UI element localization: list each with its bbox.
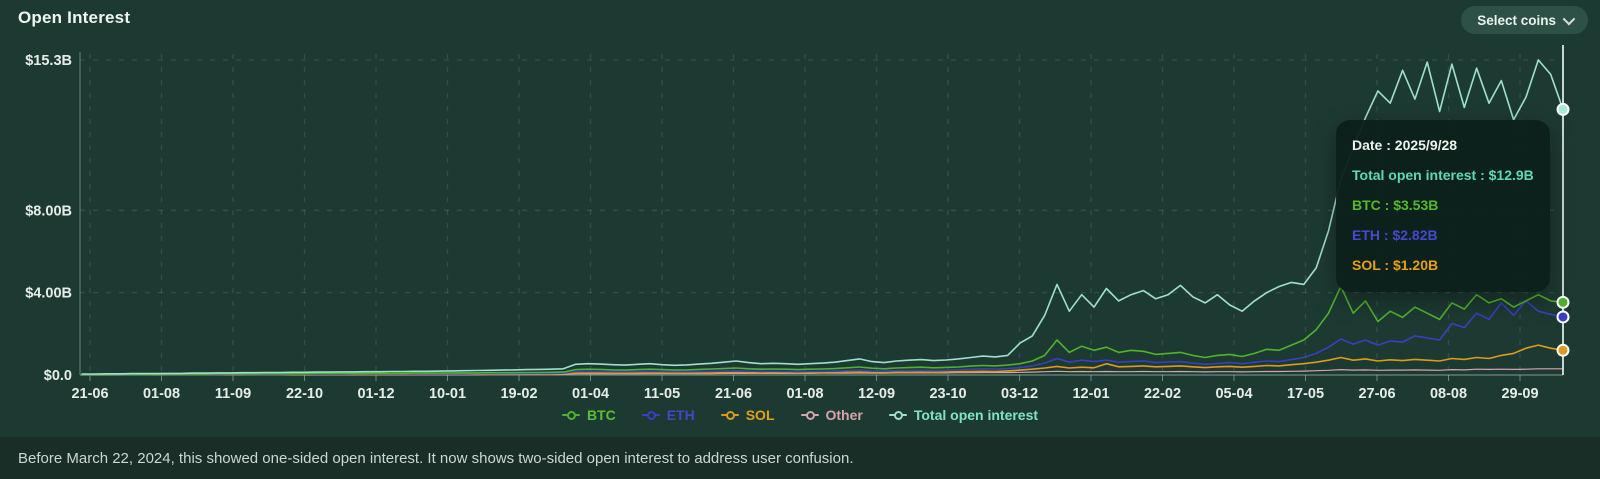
x-axis-label: 01-08: [143, 386, 180, 402]
footer-note: Before March 22, 2024, this showed one-s…: [18, 449, 854, 467]
tooltip-row-total-open-interest: Total open interest : $12.9B: [1352, 167, 1534, 183]
x-axis-label: 22-10: [286, 386, 323, 402]
end-dot-sol: [1556, 343, 1570, 357]
x-axis-label: 12-01: [1072, 386, 1109, 402]
x-axis-label: 21-06: [71, 386, 108, 402]
legend-marker-icon: [641, 410, 660, 420]
x-axis-label: 19-02: [500, 386, 537, 402]
legend-item-btc[interactable]: BTC: [561, 407, 616, 423]
y-axis-label: $0.0: [44, 368, 72, 384]
x-axis-label: 01-04: [572, 386, 609, 402]
chart-legend: BTC ETH SOL Other Total open interest: [0, 407, 1600, 423]
chevron-down-icon: [1562, 12, 1576, 25]
y-axis-label: $8.00B: [25, 203, 72, 219]
chart-tooltip: Date : 2025/9/28 Total open interest : $1…: [1336, 120, 1550, 292]
legend-label: BTC: [586, 407, 616, 423]
series-line-total-open-interest: [81, 59, 1564, 375]
header: Open Interest Select coins: [0, 0, 1600, 40]
x-axis-label: 01-12: [357, 386, 394, 402]
y-axis-label: $4.00B: [25, 286, 72, 302]
x-axis-label: 05-04: [1215, 386, 1252, 402]
x-axis-label: 11-09: [215, 386, 251, 402]
x-axis-label: 27-06: [1358, 386, 1395, 402]
select-coins-button[interactable]: Select coins: [1461, 6, 1588, 34]
y-axis-label: $15.3B: [25, 53, 72, 69]
legend-item-sol[interactable]: SOL: [720, 407, 775, 423]
legend-label: Other: [825, 407, 863, 423]
legend-label: SOL: [745, 407, 775, 423]
tooltip-rows: Date : 2025/9/28 Total open interest : $1…: [1352, 130, 1534, 280]
tooltip-row-date: Date : 2025/9/28: [1352, 137, 1458, 153]
x-axis-label: 17-05: [1287, 386, 1324, 402]
legend-marker-icon: [720, 410, 739, 420]
x-axis-label: 29-09: [1501, 386, 1538, 402]
tooltip-row-sol: SOL : $1.20B: [1352, 257, 1439, 273]
legend-marker-icon: [888, 410, 907, 420]
end-dot-eth: [1556, 310, 1570, 324]
x-axis-label: 21-06: [715, 386, 752, 402]
x-axis-label: 12-09: [858, 386, 895, 402]
legend-item-eth[interactable]: ETH: [641, 407, 695, 423]
x-axis-label: 23-10: [929, 386, 966, 402]
x-axis-label: 22-02: [1144, 386, 1181, 402]
select-coins-label: Select coins: [1477, 12, 1556, 28]
x-axis-label: 11-05: [644, 386, 680, 402]
legend-label: ETH: [666, 407, 695, 423]
x-axis-label: 08-08: [1430, 386, 1467, 402]
legend-label: Total open interest: [913, 407, 1039, 423]
tooltip-row-eth: ETH : $2.82B: [1352, 227, 1438, 243]
legend-marker-icon: [800, 410, 819, 420]
legend-item-total-open-interest[interactable]: Total open interest: [888, 407, 1039, 423]
page-title: Open Interest: [18, 8, 131, 27]
x-axis-label: 10-01: [429, 386, 466, 402]
x-axis-label: 01-08: [786, 386, 823, 402]
x-axis-label: 03-12: [1001, 386, 1038, 402]
footer-bar: Before March 22, 2024, this showed one-s…: [0, 437, 1600, 479]
end-dot-total-open-interest: [1556, 102, 1570, 116]
legend-marker-icon: [561, 410, 580, 420]
legend-item-other[interactable]: Other: [800, 407, 863, 423]
series-line-btc: [81, 285, 1564, 376]
end-dot-btc: [1556, 295, 1570, 309]
tooltip-row-btc: BTC : $3.53B: [1352, 197, 1439, 213]
